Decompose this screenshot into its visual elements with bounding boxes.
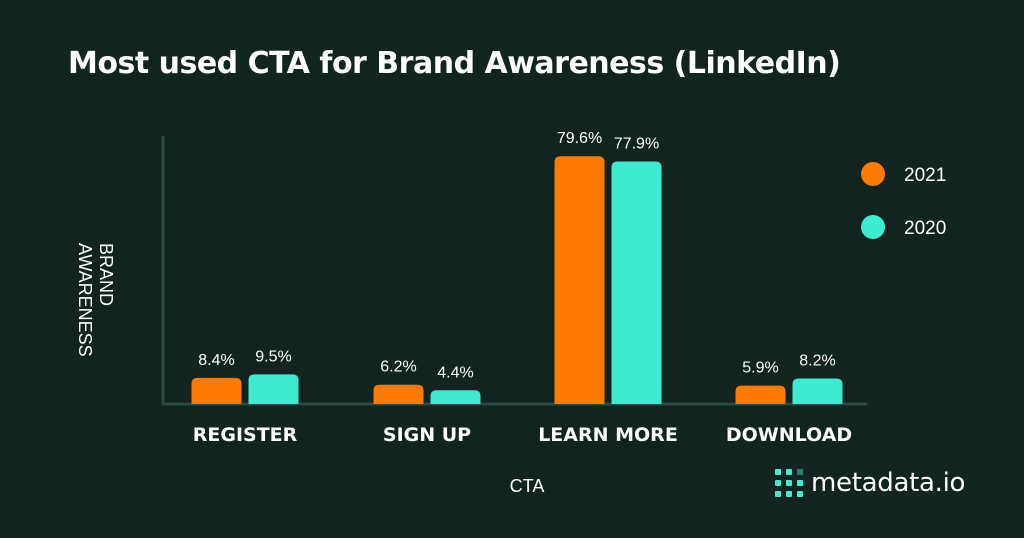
brand-name: metadata.io — [811, 468, 966, 498]
value-label-2020-2: 77.9% — [614, 135, 659, 152]
y-axis-title-line-2: AWARENESS — [75, 243, 95, 357]
metadata-logo: metadata.io — [775, 468, 965, 498]
chart-labels: 8.4% 9.5% REGISTER 6.2% 4.4% SIGN UP 79.6% 77.9… — [193, 130, 852, 446]
category-label-2: LEARN MORE — [538, 424, 678, 446]
bar-2020-2 — [611, 161, 662, 404]
bar-2020-0 — [248, 374, 299, 404]
value-label-2020-0: 9.5% — [255, 348, 291, 365]
bar-2021-0 — [191, 377, 242, 404]
value-label-2020-1: 4.4% — [437, 364, 473, 381]
value-label-2021-1: 6.2% — [380, 359, 416, 376]
value-label-2021-0: 8.4% — [198, 352, 234, 369]
x-axis-title: CTA — [510, 476, 545, 496]
category-label-0: REGISTER — [193, 424, 298, 446]
category-label-3: DOWNLOAD — [726, 424, 852, 446]
chart-title: Most used CTA for Brand Awareness (Linke… — [68, 46, 841, 81]
bar-2021-2 — [554, 156, 605, 404]
value-label-2020-3: 8.2% — [799, 352, 835, 369]
bar-2021-3 — [735, 385, 786, 404]
metadata-grid-icon — [775, 469, 803, 497]
legend-label-2020: 2020 — [904, 218, 946, 239]
chart-bars — [191, 156, 843, 404]
legend-label-2021: 2021 — [904, 165, 946, 186]
chart-legend: 2021 2020 — [861, 162, 946, 239]
category-label-1: SIGN UP — [383, 424, 471, 446]
bar-2021-1 — [373, 384, 424, 404]
bar-2020-3 — [792, 378, 843, 404]
legend-swatch-2021 — [861, 162, 885, 186]
bar-2020-1 — [430, 390, 481, 404]
value-label-2021-2: 79.6% — [557, 130, 602, 147]
legend-swatch-2020 — [861, 215, 885, 239]
y-axis-title-line-1: BRAND — [96, 243, 116, 306]
value-label-2021-3: 5.9% — [742, 360, 778, 377]
